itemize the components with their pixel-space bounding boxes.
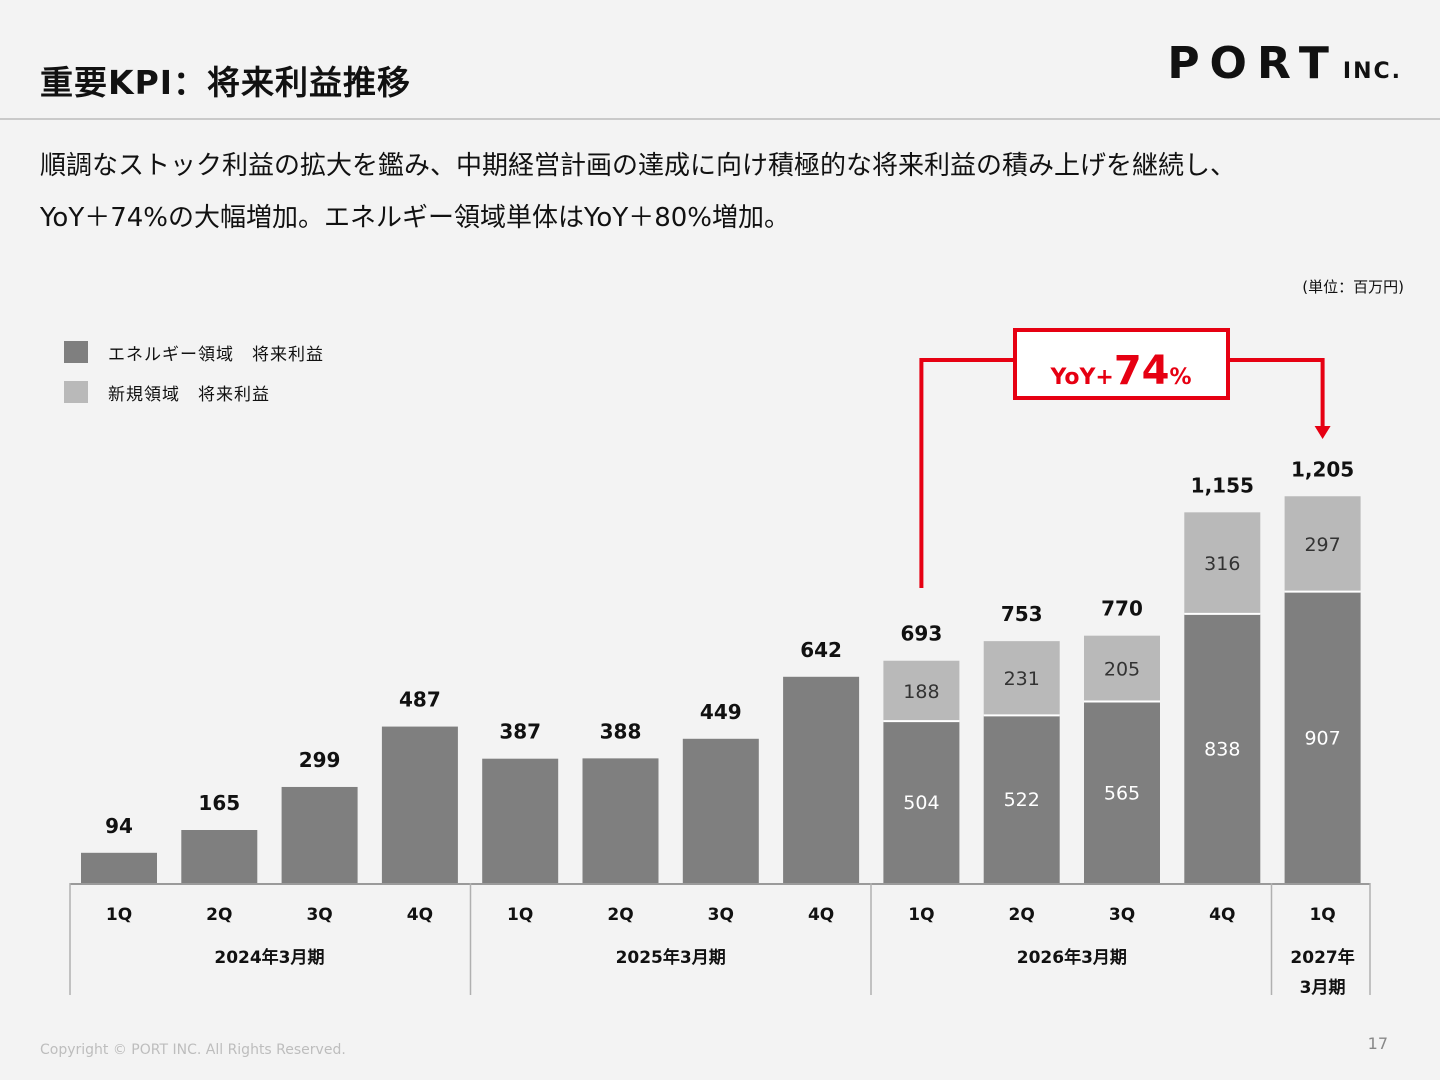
group-label-1: 2025年3月期 [616,947,726,968]
total-label-5: 388 [600,719,642,743]
bar-new-11 [1184,512,1261,614]
group-label-3-line1: 2027年 [1290,947,1354,968]
total-label-3: 487 [399,688,441,712]
bar-energy-5 [582,758,659,883]
yoy-value: 74 [1114,348,1170,394]
data-label-energy-10: 565 [1104,782,1140,804]
page-number: 17 [1367,1034,1388,1053]
yoy-callout-text: YoY+74% [1049,348,1191,394]
legend-item-energy: エネルギー領域 将来利益 [64,332,324,372]
yoy-bracket-right [1228,358,1325,428]
bar-new-8 [883,660,960,722]
chart-legend: エネルギー領域 将来利益 新規領域 将来利益 [64,332,324,412]
x-tick-label-2: 3Q [306,905,332,925]
total-label-4: 387 [499,720,541,744]
x-tick-label-10: 3Q [1109,905,1135,925]
bar-energy-7 [783,676,860,883]
x-tick-label-5: 2Q [607,905,633,925]
x-tick-label-1: 2Q [206,905,232,925]
logo-sub-text: INC. [1342,59,1402,84]
bar-energy-11 [1184,613,1261,883]
data-label-new-12: 297 [1304,534,1340,556]
x-tick-label-12: 1Q [1309,905,1335,925]
lead-text: 順調なストック利益の拡大を鑑み、中期経営計画の達成に向け積極的な将来利益の積み上… [40,140,1410,244]
data-label-new-10: 205 [1104,659,1140,681]
bar-energy-12 [1284,591,1361,883]
yoy-suffix: % [1170,365,1192,390]
data-label-energy-9: 522 [1004,789,1040,811]
bar-energy-1 [181,830,258,883]
legend-swatch-new [64,381,88,403]
total-label-9: 753 [1001,602,1043,626]
group-label-0: 2024年3月期 [214,947,324,968]
company-logo: PORT INC. [1167,38,1402,89]
x-tick-label-9: 2Q [1009,905,1035,925]
total-label-11: 1,155 [1191,473,1254,497]
total-label-6: 449 [700,700,742,724]
data-label-new-8: 188 [903,681,939,703]
group-label-2: 2026年3月期 [1017,947,1127,968]
unit-label: (単位：百万円) [1302,278,1404,296]
yoy-prefix: YoY+ [1049,365,1113,390]
total-label-10: 770 [1101,597,1143,621]
x-tick-label-4: 1Q [507,905,533,925]
data-label-energy-11: 838 [1204,738,1240,760]
data-label-new-11: 316 [1204,553,1240,575]
bar-new-10 [1084,635,1160,702]
lead-line-2: YoY＋74%の大幅増加。エネルギー領域単体はYoY＋80%増加。 [40,203,791,233]
x-tick-label-11: 4Q [1209,905,1235,925]
group-label-3-line2: 3月期 [1300,978,1346,998]
bar-energy-3 [381,726,458,883]
legend-swatch-energy [64,341,88,363]
data-label-energy-12: 907 [1304,727,1340,749]
x-tick-label-6: 3Q [708,905,734,925]
total-label-0: 94 [105,814,133,838]
title-divider [0,118,1440,120]
yoy-callout-box [1013,328,1230,400]
total-label-2: 299 [299,748,341,772]
legend-label-new: 新規領域 将来利益 [108,384,270,405]
x-tick-label-0: 1Q [106,905,132,925]
data-label-energy-8: 504 [903,792,939,814]
data-label-new-9: 231 [1004,668,1040,690]
bar-energy-9 [983,715,1060,883]
copyright-text: Copyright © PORT INC. All Rights Reserve… [40,1042,346,1058]
bar-energy-4 [482,758,559,883]
bar-energy-2 [281,786,358,883]
logo-main-text: PORT [1167,38,1339,89]
bar-energy-10 [1084,701,1160,883]
total-label-1: 165 [198,791,240,815]
page-title: 重要KPI：将来利益推移 [40,63,412,102]
bar-energy-6 [682,738,759,883]
bar-energy-8 [883,721,960,883]
yoy-arrow-head-icon [1314,426,1331,439]
yoy-bracket-left [919,358,1015,588]
bar-new-12 [1284,496,1361,592]
lead-line-1: 順調なストック利益の拡大を鑑み、中期経営計画の達成に向け積極的な将来利益の積み上… [40,151,1237,181]
x-tick-label-8: 1Q [908,905,934,925]
x-tick-label-3: 4Q [407,905,433,925]
bar-energy-0 [81,852,157,883]
total-label-7: 642 [800,638,842,662]
legend-item-new: 新規領域 将来利益 [64,372,324,412]
legend-label-energy: エネルギー領域 将来利益 [108,344,324,365]
total-label-12: 1,205 [1291,457,1354,481]
bar-new-9 [983,641,1060,716]
total-label-8: 693 [901,622,943,646]
x-tick-label-7: 4Q [808,905,834,925]
